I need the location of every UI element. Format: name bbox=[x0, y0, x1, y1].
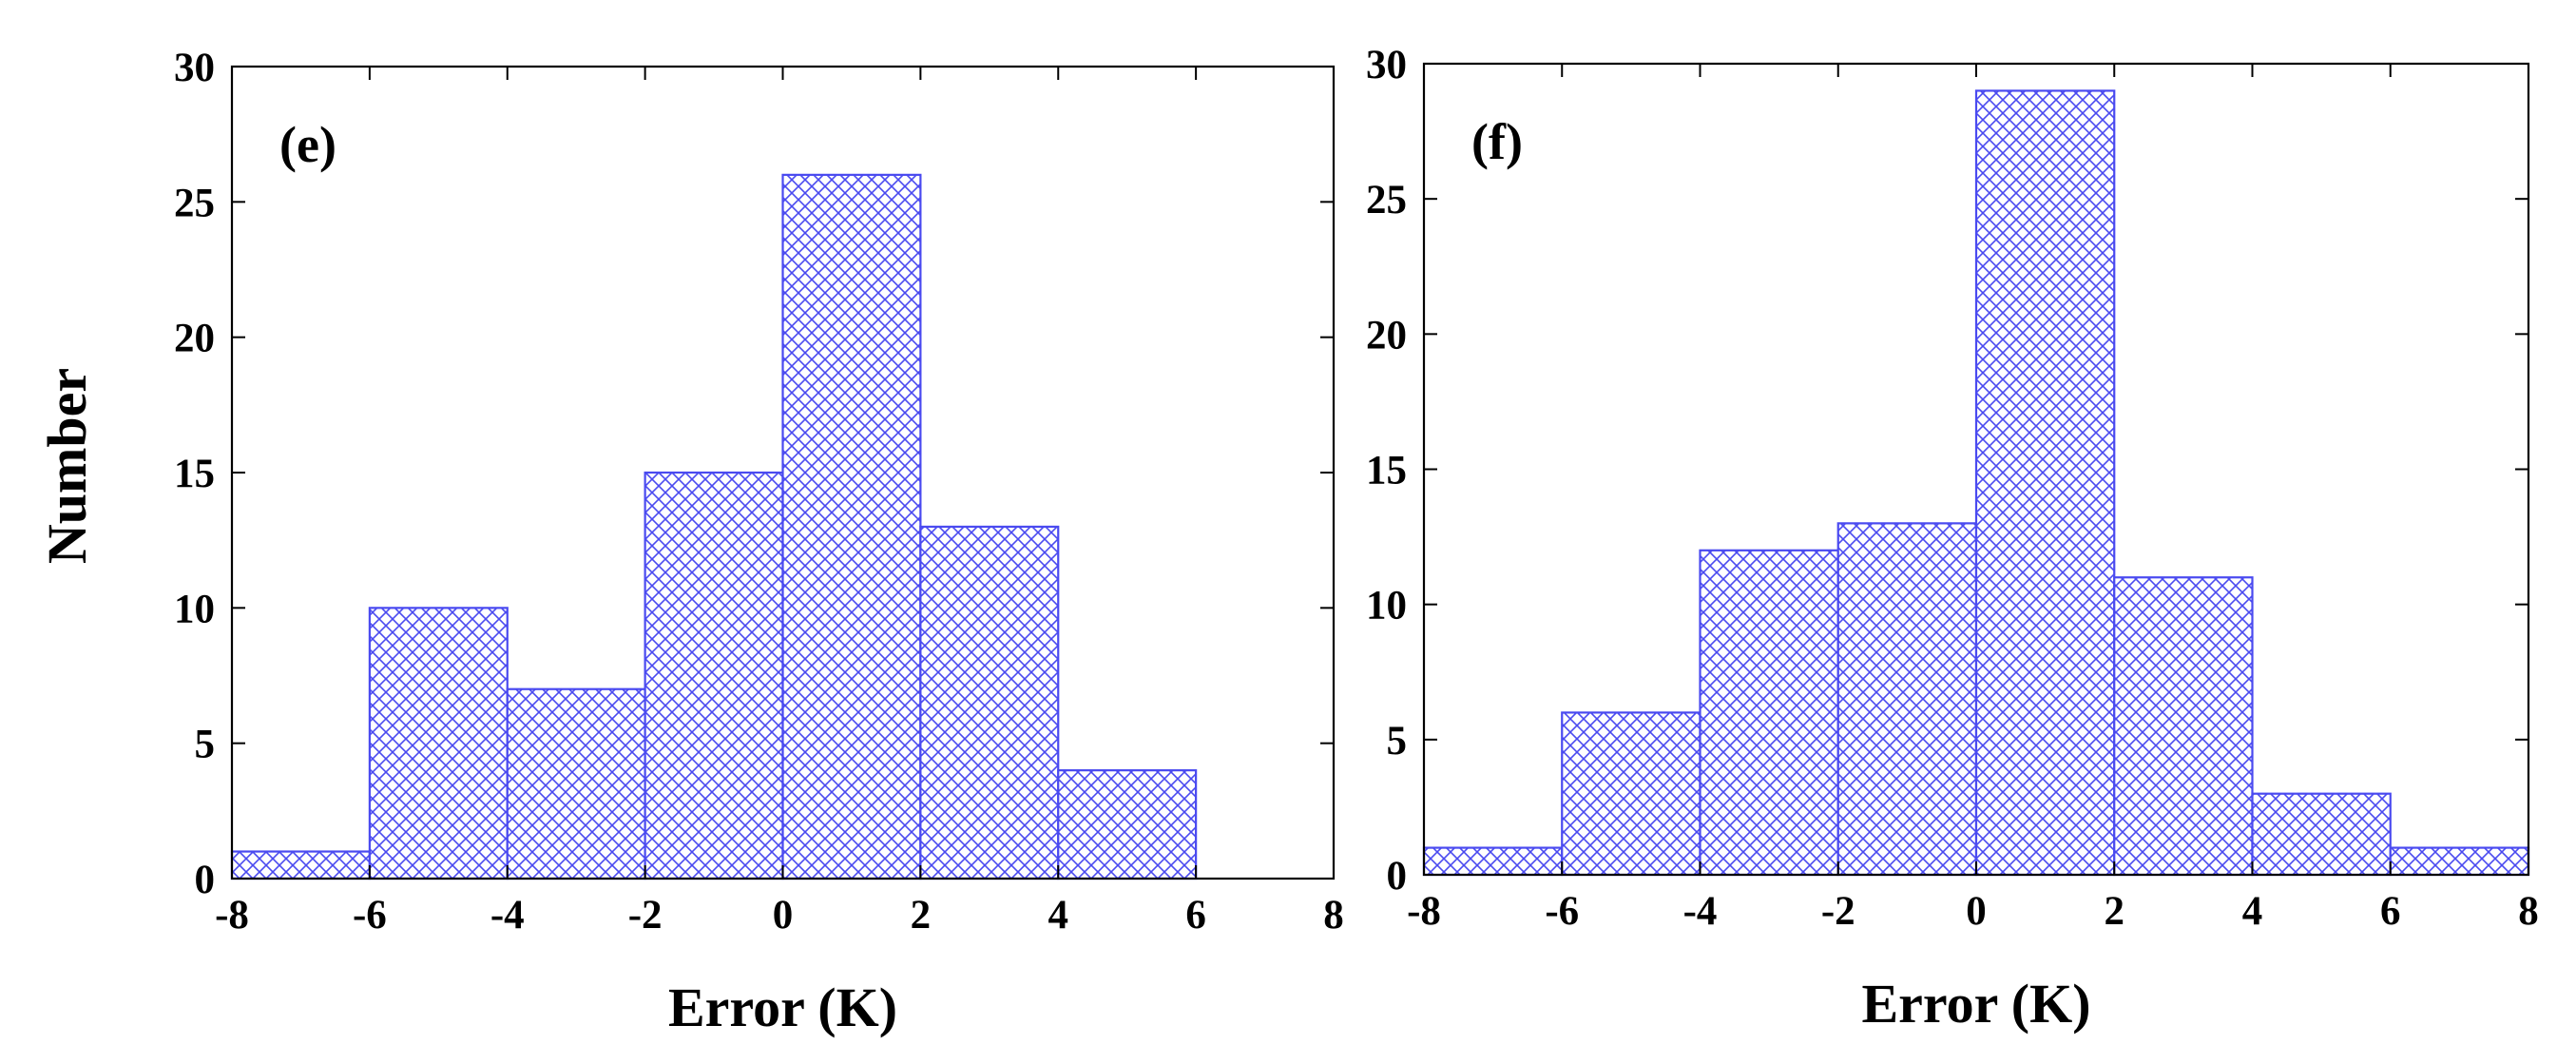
y-tick-label: 15 bbox=[174, 452, 215, 496]
histogram-bar bbox=[1057, 769, 1198, 880]
histogram-bar bbox=[1974, 89, 2116, 877]
chart-panel-e: -8 -6 -4 -2 0 2 4 6 8 0 5 10 15 20 25 30 (e) Error (K) bbox=[174, 46, 1344, 1038]
x-tick-label: -2 bbox=[628, 893, 663, 938]
panel-label: (f) bbox=[1471, 113, 1523, 170]
x-tick-label: 8 bbox=[2518, 889, 2539, 934]
y-tick-label: 25 bbox=[1366, 178, 1407, 222]
histogram-bar bbox=[1422, 846, 1564, 877]
x-tick-label: -4 bbox=[490, 893, 525, 938]
histogram-bar bbox=[2389, 846, 2530, 877]
histogram-bar bbox=[781, 173, 922, 880]
x-tick-label: 8 bbox=[1323, 893, 1344, 938]
histogram-bar bbox=[1561, 711, 1701, 877]
y-tick-label: 30 bbox=[1366, 43, 1407, 87]
x-tick-label: -6 bbox=[1545, 889, 1579, 934]
x-axis-label: Error (K) bbox=[1861, 973, 2090, 1035]
x-tick-label: 4 bbox=[1048, 893, 1069, 938]
histogram-bar bbox=[1699, 549, 1839, 877]
x-tick-label: 6 bbox=[1185, 893, 1206, 938]
y-tick-label: 20 bbox=[1366, 313, 1407, 358]
y-tick-label: 10 bbox=[1366, 584, 1407, 629]
x-tick-label: -6 bbox=[353, 893, 387, 938]
x-axis-label: Error (K) bbox=[668, 977, 897, 1038]
y-tick-label: 20 bbox=[174, 317, 215, 361]
y-tick-label: 25 bbox=[174, 181, 215, 225]
x-tick-label: 6 bbox=[2380, 889, 2401, 934]
x-tick-label: 4 bbox=[2242, 889, 2263, 934]
x-tick-label: -8 bbox=[1407, 889, 1441, 934]
y-tick-label: 15 bbox=[1366, 449, 1407, 493]
x-tick-label: -2 bbox=[1821, 889, 1855, 934]
x-tick-label: -4 bbox=[1683, 889, 1718, 934]
y-tick-label: 0 bbox=[195, 858, 216, 902]
y-axis-label: Number bbox=[36, 368, 98, 564]
x-tick-label: 0 bbox=[1966, 889, 1987, 934]
chart-panel-f: -8 -6 -4 -2 0 2 4 6 8 0 5 10 15 20 25 30 (f) Error (K) bbox=[1366, 43, 2539, 1035]
histogram-bar bbox=[2113, 576, 2254, 877]
histogram-bar bbox=[1836, 522, 1978, 877]
x-tick-label: 0 bbox=[773, 893, 794, 938]
y-tick-label: 5 bbox=[1387, 719, 1408, 764]
histogram-bar bbox=[2251, 792, 2392, 877]
x-tick-label: 2 bbox=[911, 893, 932, 938]
panel-label: (e) bbox=[279, 116, 336, 173]
y-tick-label: 10 bbox=[174, 587, 215, 631]
histogram-bar bbox=[368, 607, 509, 880]
histogram-bar bbox=[230, 850, 371, 880]
y-tick-label: 5 bbox=[195, 723, 216, 767]
y-tick-label: 30 bbox=[174, 46, 215, 90]
histogram-bar bbox=[506, 687, 646, 880]
histogram-bar bbox=[919, 525, 1060, 880]
histogram-bar bbox=[644, 471, 784, 880]
y-tick-label: 0 bbox=[1387, 854, 1408, 899]
x-tick-label: -8 bbox=[215, 893, 249, 938]
x-tick-label: 2 bbox=[2105, 889, 2125, 934]
